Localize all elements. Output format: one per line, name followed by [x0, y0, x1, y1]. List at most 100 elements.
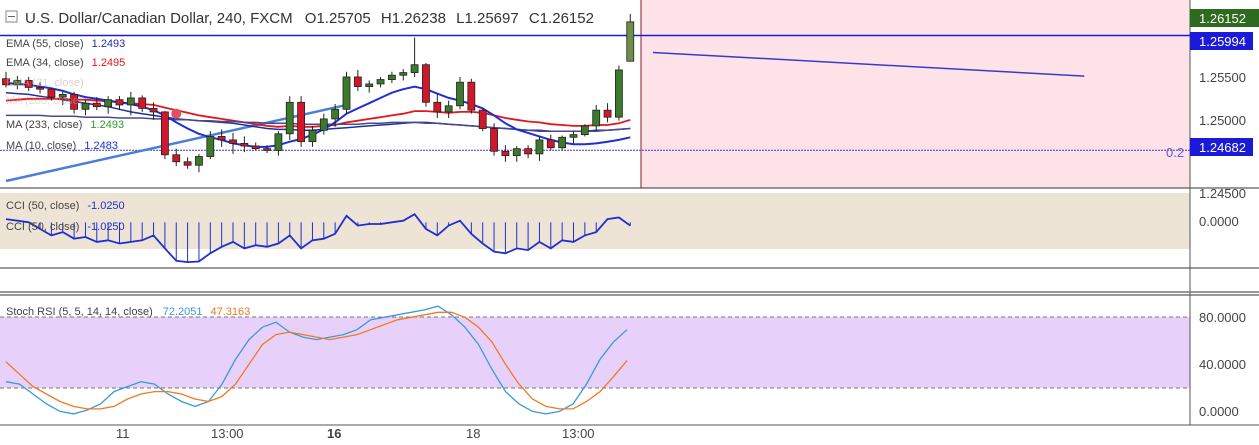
candle-body: [24, 80, 33, 88]
line-price-value: 1.25994: [1199, 34, 1246, 49]
fib-level-label: 0.2: [1166, 145, 1184, 160]
candle-body: [229, 139, 237, 144]
candle-body: [126, 97, 135, 106]
candle-body: [546, 139, 555, 149]
projection-zone: [641, 0, 1190, 188]
time-tick: 16: [327, 426, 341, 441]
stoch-tick: 80.0000: [1199, 310, 1246, 325]
ma233-value: 1.2493: [90, 119, 124, 131]
low-value: 1.25697: [464, 10, 518, 27]
cci-tick: 0.0000: [1199, 214, 1239, 229]
candle-body: [456, 81, 464, 107]
candle-body: [524, 148, 532, 155]
time-tick: 11: [116, 426, 130, 441]
ma-price-value: 1.24682: [1199, 140, 1246, 155]
high-label: H: [381, 10, 392, 27]
time-tick: 13:00: [562, 426, 595, 441]
candle-body: [285, 101, 294, 135]
close-label: C: [529, 10, 540, 27]
ema34-label: EMA (34, close): [6, 57, 84, 69]
candle-body: [149, 108, 158, 113]
candle-body: [319, 118, 328, 131]
candle-body: [422, 64, 430, 103]
ema55-label: EMA (55, close): [6, 38, 84, 50]
cci-b-label: CCI (50, close): [6, 221, 79, 233]
candle-body: [615, 69, 623, 118]
last-price-tag: [1190, 9, 1259, 27]
candle-body: [206, 136, 215, 157]
candle-body: [490, 128, 498, 152]
candle-body: [36, 87, 44, 90]
candle-body: [13, 80, 22, 86]
candle-body: [512, 148, 521, 157]
svg-text:MA (233, close)1.2493: MA (233, close) 1.2493: [6, 119, 124, 131]
candle-body: [183, 161, 192, 166]
candle-body: [217, 136, 226, 141]
candle-body: [263, 148, 271, 151]
last-price-value: 1.26152: [1199, 11, 1246, 26]
candle-body: [138, 97, 147, 109]
candle-body: [626, 21, 635, 62]
candle-body: [172, 154, 181, 163]
candle-body: [251, 145, 260, 150]
svg-text:Stoch RSI (5, 5, 14, 14, close: Stoch RSI (5, 5, 14, 14, close) 72.2051 47…: [6, 306, 250, 318]
candle-body: [47, 88, 56, 98]
svg-text:EMA (34, close)1.2495: EMA (34, close) 1.2495: [6, 57, 125, 69]
candle-body: [92, 102, 101, 108]
indicator-legend: EMA (55, close) 1.2493 EMA (34, close) 1.2…: [6, 38, 250, 318]
stoch-d-value: 47.3163: [211, 306, 251, 318]
stoch-label: Stoch RSI (5, 5, 14, 14, close): [6, 306, 153, 318]
open-label: O: [305, 10, 317, 27]
candle-body: [592, 109, 601, 127]
stoch-k-line: [5, 305, 628, 415]
svg-text:EMA (55, close)1.2493: EMA (55, close) 1.2493: [6, 38, 125, 50]
candle-body: [399, 72, 408, 76]
candle-body: [603, 109, 612, 118]
candle-body: [308, 129, 317, 143]
candle-body: [297, 101, 306, 143]
candle-body: [580, 125, 589, 136]
faded-indicator-label: EMA (21, close): [6, 77, 84, 89]
candle-body: [240, 143, 249, 147]
candle-body: [433, 101, 442, 113]
ema34-value: 1.2495: [92, 57, 126, 69]
ma10-label: MA (10, close): [6, 140, 76, 152]
svg-text:CCI (50, close)-1.0250: CCI (50, close) -1.0250: [6, 221, 125, 233]
trend-line: [652, 51, 1085, 77]
candle-body: [387, 74, 396, 80]
candle-body: [58, 94, 67, 98]
candle-body: [569, 134, 578, 138]
svg-text:U.S. Dollar/Canadian Dollar, 2: U.S. Dollar/Canadian Dollar, 240, FXCM O…: [25, 10, 594, 27]
candle-body: [501, 150, 510, 157]
cci-band: [0, 193, 1190, 249]
candle-body: [160, 111, 169, 156]
stoch-k-value: 72.2051: [163, 306, 203, 318]
symbol-title: U.S. Dollar/Canadian Dollar, 240, FXCM: [25, 10, 293, 27]
stoch-pane: [5, 305, 628, 415]
high-value: 1.26238: [392, 10, 446, 27]
candle-body: [81, 102, 90, 110]
candle-body: [410, 64, 419, 73]
svg-text:MA (10, close)1.2483: MA (10, close) 1.2483: [6, 140, 118, 152]
cci-a-label: CCI (50, close): [6, 200, 79, 212]
stoch-d-line: [5, 311, 628, 410]
stoch-band: [0, 317, 1190, 388]
svg-text:CCI (50, close)-1.0250: CCI (50, close) -1.0250: [6, 200, 125, 212]
candle-body: [558, 136, 567, 149]
time-tick: 18: [466, 426, 480, 441]
candle-body: [478, 109, 487, 129]
stoch-tick: 40.0000: [1199, 357, 1246, 372]
ma10-value: 1.2483: [84, 140, 118, 152]
ma-price-tag: [1190, 138, 1253, 156]
candle-body: [104, 99, 113, 108]
candle-body: [342, 76, 351, 110]
main-price-pane: [0, 13, 1190, 183]
price-tick: 1.25500: [1199, 70, 1246, 85]
candle-body: [353, 76, 362, 87]
chart-header: U.S. Dollar/Canadian Dollar, 240, FXCM O…: [5, 10, 594, 27]
ema55-value: 1.2493: [92, 38, 126, 50]
price-tick: 1.25000: [1199, 113, 1246, 128]
cci-line: [5, 213, 631, 264]
ma233-line: [6, 114, 631, 132]
